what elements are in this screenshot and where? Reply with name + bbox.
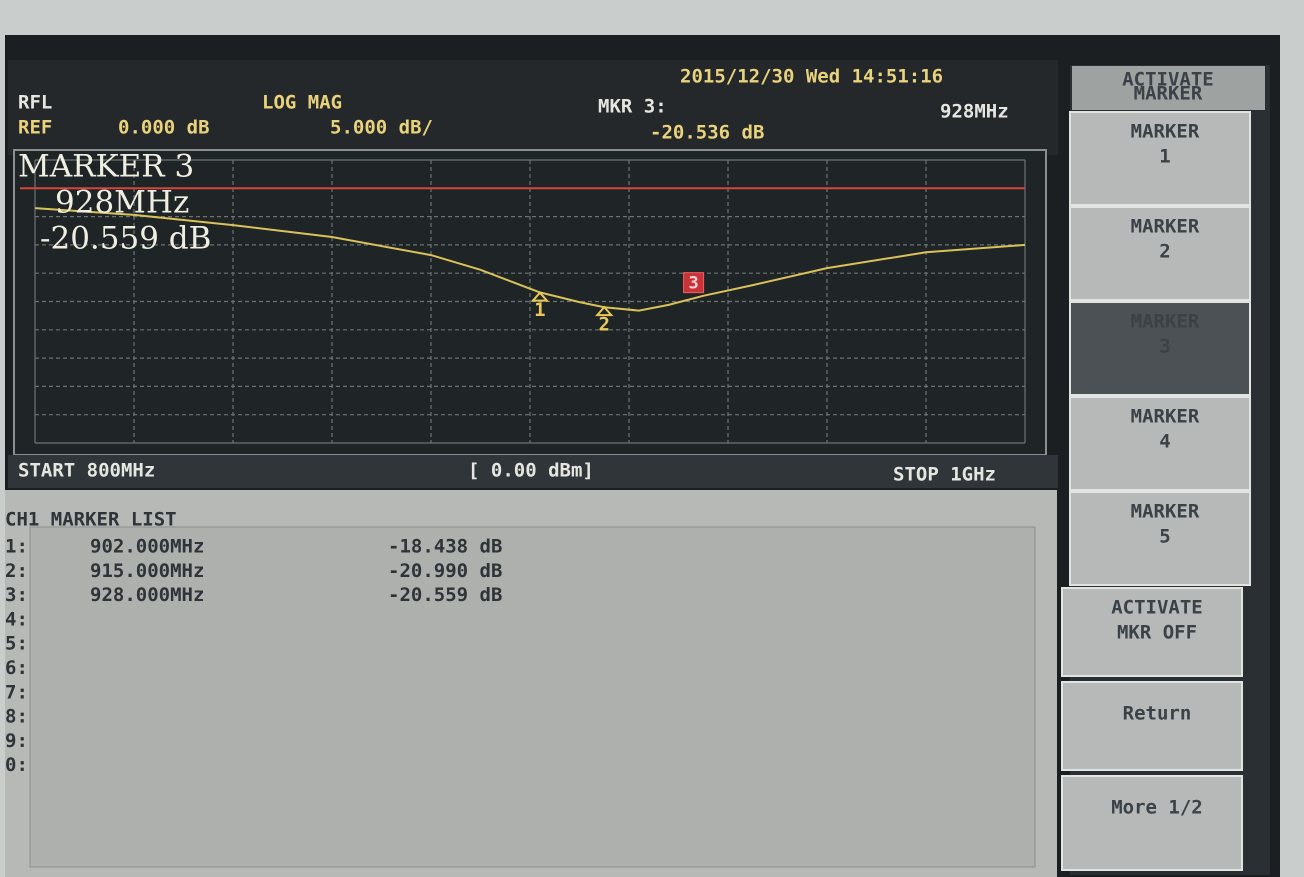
row-value: -18.438 dB: [388, 536, 502, 558]
softkey-label: 3: [1159, 336, 1170, 358]
mode: RFL: [18, 92, 52, 114]
softkey[interactable]: [1062, 776, 1242, 870]
marker-freq: 928MHz: [940, 101, 1009, 123]
softkey-label: ACTIVATE: [1111, 597, 1203, 619]
row-index: 1:: [5, 536, 28, 558]
datetime: 2015/12/30 Wed 14:51:16: [680, 66, 943, 88]
power: [ 0.00 dBm]: [468, 460, 594, 482]
row-index: 2:: [5, 560, 28, 582]
softkey-label: More 1/2: [1111, 797, 1203, 819]
marker-title: MKR 3:: [598, 96, 667, 118]
row-index: 8:: [5, 706, 28, 728]
softkey-label: Return: [1123, 703, 1192, 725]
softkey[interactable]: [1062, 682, 1242, 770]
softkey-label: MARKER: [1131, 121, 1200, 143]
row-freq: 928.000MHz: [90, 584, 204, 606]
softkey-label: MARKER: [1131, 216, 1200, 238]
overlay-title: MARKER 3: [18, 149, 194, 185]
marker-value: -20.536 dB: [650, 122, 764, 144]
row-value: -20.559 dB: [388, 584, 502, 606]
softkeys: ACTIVATE MARKER MARKER 1 MARKER 2 MARKER 3 MARKE…: [1062, 66, 1265, 870]
list-title: CH1 MARKER LIST: [5, 509, 177, 531]
row-freq: 915.000MHz: [90, 560, 204, 582]
softkey-label: 2: [1159, 241, 1170, 263]
row-index: 5:: [5, 633, 28, 655]
softkey-title: MARKER: [1134, 83, 1203, 105]
stop: STOP 1GHz: [893, 464, 996, 486]
ref-label: REF: [18, 117, 52, 139]
row-index: 6:: [5, 657, 28, 679]
row-value: -20.990 dB: [388, 560, 502, 582]
scale: 5.000 dB/: [330, 117, 433, 139]
marker-label: 3: [688, 274, 698, 294]
row-index: 4:: [5, 608, 28, 630]
marker-label: 1: [534, 299, 545, 321]
row-index: 0:: [5, 754, 28, 776]
row-freq: 902.000MHz: [90, 536, 204, 558]
softkey-label: 1: [1159, 146, 1170, 168]
format: LOG MAG: [262, 92, 342, 114]
marker-label: 2: [599, 314, 610, 336]
row-index: 9:: [5, 730, 28, 752]
softkey-label: 4: [1159, 431, 1170, 453]
start: START 800MHz: [18, 460, 155, 482]
row-index: 7:: [5, 681, 28, 703]
overlay-freq: 928MHz: [55, 185, 189, 221]
ref-value: 0.000 dB: [118, 117, 210, 139]
softkey-label: MKR OFF: [1117, 622, 1197, 644]
overlay-value: -20.559 dB: [40, 221, 211, 257]
row-index: 3:: [5, 584, 28, 606]
softkey-label: MARKER: [1131, 501, 1200, 523]
instrument-screen: 2015/12/30 Wed 14:51:16 RFL LOG MAG MKR …: [0, 0, 1304, 877]
softkey-label: MARKER: [1131, 311, 1200, 333]
softkey-label: 5: [1159, 526, 1170, 548]
softkey-label: MARKER: [1131, 406, 1200, 428]
